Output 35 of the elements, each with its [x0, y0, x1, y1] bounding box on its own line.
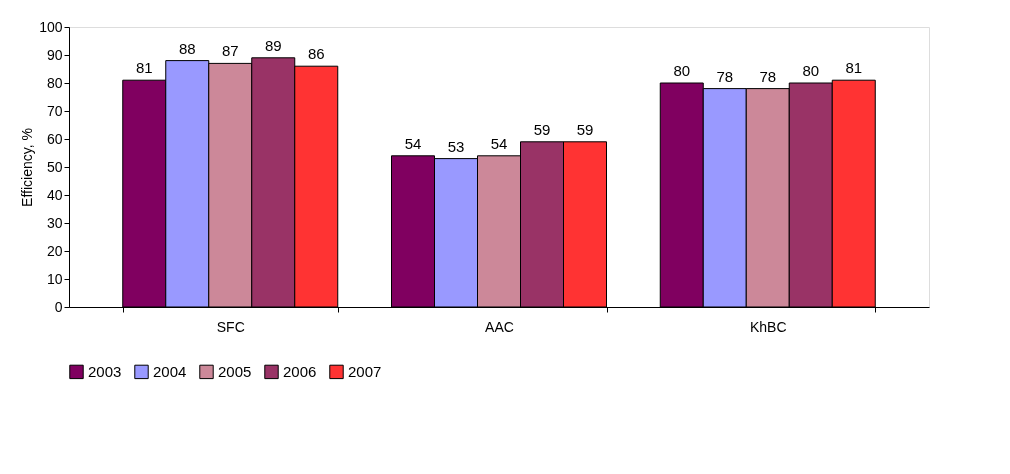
y-tick-label: 50 — [46, 158, 63, 175]
x-tick-label: AAC — [485, 318, 514, 335]
legend-label: 2004 — [153, 362, 187, 380]
data-label: 53 — [447, 137, 465, 155]
y-tick-label: 10 — [46, 270, 63, 287]
data-label: 78 — [716, 67, 734, 85]
legend-label: 2003 — [88, 362, 122, 380]
y-tick-label: 40 — [46, 186, 63, 203]
x-tick-label: KhBC — [749, 318, 787, 335]
y-tick-label: 70 — [46, 102, 63, 119]
y-tick-label: 100 — [39, 18, 63, 35]
data-label: 59 — [533, 120, 551, 138]
data-label: 87 — [221, 42, 239, 60]
data-label: 59 — [576, 120, 594, 138]
data-label: 80 — [802, 62, 820, 79]
data-label: 54 — [404, 134, 422, 152]
data-label: 88 — [178, 39, 196, 57]
data-label: 81 — [845, 59, 863, 77]
data-label: 81 — [135, 59, 153, 77]
y-tick-label: 60 — [46, 130, 63, 147]
y-tick-label: 90 — [46, 46, 63, 63]
legend-label: 2006 — [283, 362, 317, 380]
legend-label: 2005 — [218, 362, 252, 380]
data-label: 78 — [759, 67, 777, 85]
x-tick-label: SFC — [216, 318, 245, 335]
data-label: 89 — [264, 36, 282, 54]
y-axis-title: Efficiency, % — [19, 128, 36, 207]
y-tick-label: 0 — [54, 298, 63, 315]
data-label: 54 — [490, 134, 508, 152]
y-tick-label: 20 — [46, 242, 63, 259]
data-label: 86 — [307, 45, 325, 63]
y-tick-label: 30 — [46, 214, 63, 231]
y-tick-label: 80 — [46, 74, 63, 91]
legend-label: 2007 — [348, 362, 382, 380]
data-label: 80 — [673, 62, 691, 79]
